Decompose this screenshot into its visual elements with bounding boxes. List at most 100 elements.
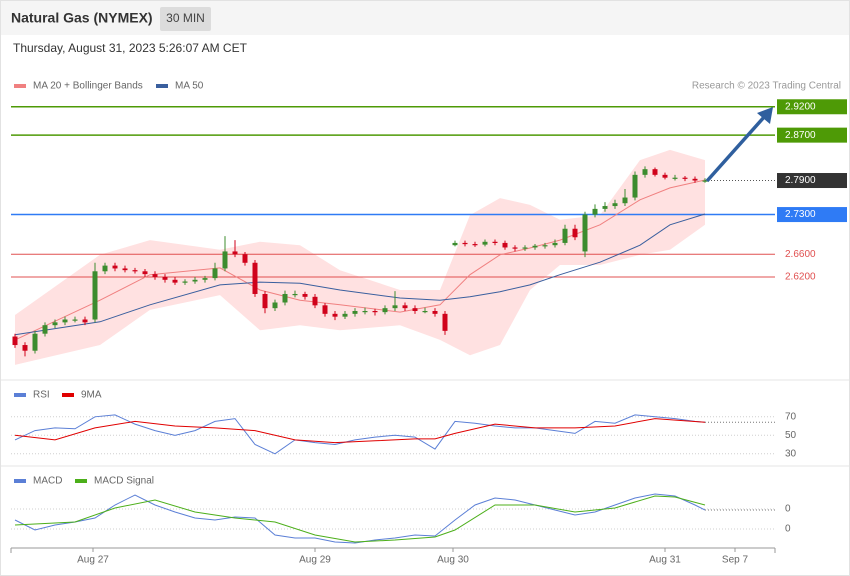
title: Natural Gas (NYMEX) xyxy=(11,10,153,26)
header-bar xyxy=(1,1,849,35)
candle-body xyxy=(492,241,498,243)
candle-body xyxy=(372,311,378,313)
candle-body xyxy=(392,305,398,309)
candle-body xyxy=(192,279,198,282)
level-label: 2.6600 xyxy=(785,249,816,260)
candle-body xyxy=(102,265,108,272)
candle-body xyxy=(282,293,288,303)
y-tick-label: 70 xyxy=(785,411,797,422)
candle-body xyxy=(272,302,278,309)
candle-body xyxy=(612,203,618,207)
candle-body xyxy=(542,245,548,247)
candle-body xyxy=(442,313,448,331)
y-tick-label: 0 xyxy=(785,524,791,535)
indicator-line xyxy=(14,418,706,444)
moving-average xyxy=(14,179,706,341)
candle-body xyxy=(622,197,628,204)
candle-body xyxy=(302,293,308,297)
candle-body xyxy=(412,308,418,311)
candle-body xyxy=(92,271,98,320)
y-tick-label: 50 xyxy=(785,430,797,441)
candle-body xyxy=(452,242,458,246)
credit: Research © 2023 Trading Central xyxy=(692,81,841,92)
level-label: 2.7300 xyxy=(785,209,816,220)
candle-body xyxy=(562,228,568,243)
candle-body xyxy=(582,214,588,252)
interval[interactable]: 30 MIN xyxy=(166,11,205,25)
candle-body xyxy=(472,244,478,246)
candle-body xyxy=(222,251,228,269)
candle-body xyxy=(82,319,88,323)
level-label-box xyxy=(777,127,847,143)
candle-body xyxy=(632,174,638,198)
candle-body xyxy=(182,281,188,283)
forecast-arrow-head xyxy=(757,107,773,124)
candle-body xyxy=(22,345,28,351)
candle-body xyxy=(312,296,318,306)
legend-label: 9MA xyxy=(81,390,102,401)
candle-body xyxy=(422,311,428,313)
legend-label: MA 50 xyxy=(175,81,204,92)
candle-body xyxy=(522,247,528,249)
candle-body xyxy=(432,311,438,314)
candle-body xyxy=(212,268,218,279)
candle-body xyxy=(162,276,168,280)
indicator-line xyxy=(14,495,706,543)
timestamp: Thursday, August 31, 2023 5:26:07 AM CET xyxy=(13,41,248,55)
moving-average xyxy=(14,213,706,336)
candle-body xyxy=(552,242,558,246)
candle-body xyxy=(262,293,268,309)
level-label-box xyxy=(777,99,847,115)
candle-body xyxy=(512,247,518,249)
level-label: 2.7900 xyxy=(785,175,816,186)
bollinger-band xyxy=(15,149,705,365)
candle-body xyxy=(352,311,358,314)
candle-body xyxy=(202,278,208,280)
candle-body xyxy=(242,254,248,263)
candle-body xyxy=(322,305,328,314)
x-tick-label: Aug 31 xyxy=(649,555,681,566)
legend-label: MACD xyxy=(33,476,62,487)
candle-body xyxy=(62,319,68,323)
candle-body xyxy=(402,305,408,309)
candle-body xyxy=(112,265,118,269)
legend-swatch xyxy=(14,84,26,88)
candle-body xyxy=(72,319,78,321)
candle-body xyxy=(652,169,658,175)
candle-body xyxy=(232,251,238,255)
interval-badge[interactable] xyxy=(160,7,211,31)
level-label: 2.8700 xyxy=(785,130,816,141)
candle-body xyxy=(692,178,698,181)
indicator-line xyxy=(14,414,706,455)
candle-body xyxy=(332,313,338,317)
x-tick-label: Aug 30 xyxy=(437,555,469,566)
candle-body xyxy=(362,311,368,313)
legend-swatch xyxy=(14,479,26,483)
candle-body xyxy=(142,271,148,275)
candle-body xyxy=(672,177,678,179)
candle-body xyxy=(252,262,258,294)
x-tick-label: Aug 29 xyxy=(299,555,331,566)
candle-body xyxy=(382,308,388,313)
candle-body xyxy=(132,270,138,272)
candle-body xyxy=(662,174,668,178)
legend-swatch xyxy=(156,84,168,88)
candle-body xyxy=(12,336,18,346)
level-label-box xyxy=(777,173,847,189)
candle-body xyxy=(462,242,468,245)
legend-label: MA 20 + Bollinger Bands xyxy=(33,81,143,92)
candle-body xyxy=(602,206,608,209)
candle-body xyxy=(122,268,128,271)
candle-body xyxy=(32,333,38,351)
candle-body xyxy=(52,322,58,326)
candle-body xyxy=(42,325,48,334)
candle-body xyxy=(592,208,598,215)
forecast-arrow xyxy=(705,114,767,183)
plot: 2.9200 2.8700 2.7900 2.7300 2.6600 2.6200 MA 2… xyxy=(10,81,847,566)
y-tick-label: 0 xyxy=(785,504,791,515)
candle-body xyxy=(482,241,488,245)
level-label-box xyxy=(777,207,847,223)
candle-body xyxy=(682,177,688,179)
